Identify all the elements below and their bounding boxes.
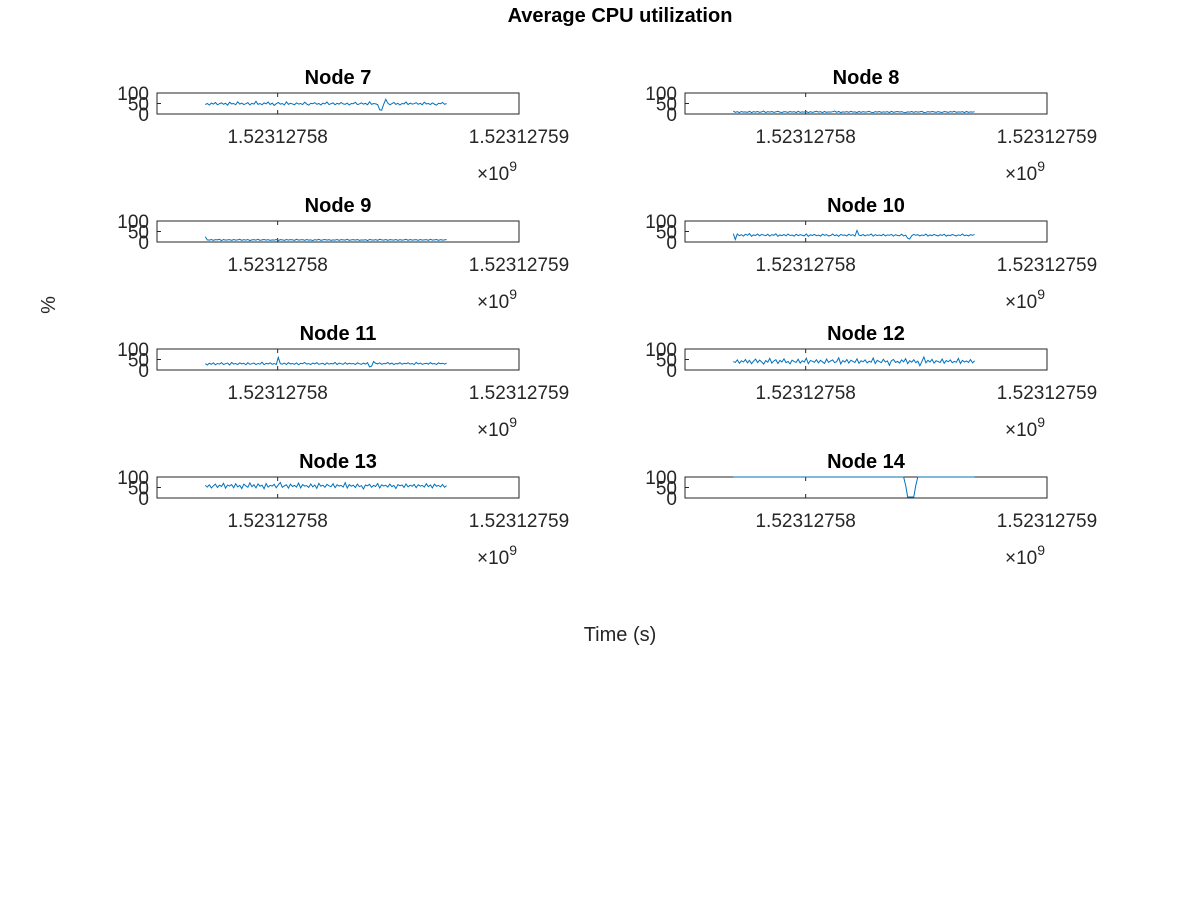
axes-box [684,92,1048,115]
x-exponent-power: 9 [509,158,517,174]
y-tick-label: 100 [645,468,677,489]
figure-title: Average CPU utilization [508,5,733,27]
x-tick-label: 1.52312759 [469,255,569,276]
x-exponent-label: ×109 [1005,414,1045,441]
x-exponent-label: ×109 [477,542,517,569]
axes-box [156,220,520,243]
axes-box [156,348,520,371]
x-tick-label: 1.52312758 [227,255,327,276]
subplot-title: Node 10 [827,195,905,217]
x-exponent-label: ×109 [477,414,517,441]
y-tick-label: 100 [117,468,149,489]
y-tick-label: 100 [117,84,149,105]
x-exponent-label: ×109 [1005,286,1045,313]
y-tick-label: 100 [645,340,677,361]
series-line [205,98,447,111]
x-exponent-power: 9 [1037,542,1045,558]
y-tick-label: 0 [666,361,677,382]
subplot-grid: Node 71.52312758 1.52312759050100×109Node… [117,67,1097,569]
x-exponent-label: ×109 [1005,158,1045,185]
y-tick-label: 50 [656,351,677,372]
y-tick-label: 0 [666,105,677,126]
x-tick-label: 1.52312759 [469,127,569,148]
y-tick-label: 50 [656,95,677,116]
y-tick-label: 100 [645,212,677,233]
x-tick-label: 1.52312759 [997,511,1097,532]
y-tick-label: 50 [128,95,149,116]
axes-box [684,348,1048,371]
x-exponent-label: ×109 [477,158,517,185]
x-tick-label: 1.52312759 [997,255,1097,276]
y-tick-label: 0 [138,105,149,126]
y-tick-label: 0 [666,489,677,510]
subplot-title: Node 7 [305,67,372,89]
y-tick-label: 50 [656,223,677,244]
y-tick-label: 50 [128,223,149,244]
axes-box [684,476,1048,499]
y-tick-label: 100 [117,212,149,233]
y-tick-label: 0 [666,233,677,254]
x-tick-label: 1.52312759 [997,383,1097,404]
y-tick-label: 0 [138,361,149,382]
x-tick-label: 1.52312758 [227,383,327,404]
y-axis-label: % [38,296,60,314]
x-tick-label: 1.52312758 [755,511,855,532]
x-exponent-label: ×109 [477,286,517,313]
series-line [733,476,975,498]
y-tick-label: 0 [138,489,149,510]
x-exponent-power: 9 [509,414,517,430]
y-tick-label: 100 [645,84,677,105]
x-tick-label: 1.52312759 [469,383,569,404]
x-tick-label: 1.52312758 [755,383,855,404]
y-tick-label: 0 [138,233,149,254]
x-tick-label: 1.52312759 [997,127,1097,148]
x-exponent-power: 9 [1037,158,1045,174]
y-tick-label: 50 [128,479,149,500]
x-tick-label: 1.52312758 [227,511,327,532]
subplot-title: Node 13 [299,451,377,473]
subplot-title: Node 11 [300,323,377,345]
subplot-title: Node 9 [305,195,372,217]
y-tick-label: 100 [117,340,149,361]
x-tick-label: 1.52312758 [755,255,855,276]
x-exponent-power: 9 [509,542,517,558]
x-exponent-power: 9 [509,286,517,302]
x-tick-label: 1.52312759 [469,511,569,532]
x-exponent-power: 9 [1037,414,1045,430]
series-line [204,481,447,490]
x-tick-label: 1.52312758 [227,127,327,148]
series-line [732,229,975,241]
series-line [733,110,975,114]
series-line [204,236,447,242]
y-tick-label: 50 [656,479,677,500]
x-axis-label: Time (s) [584,624,657,646]
x-exponent-label: ×109 [1005,542,1045,569]
subplot-title: Node 8 [833,67,900,89]
subplot-title: Node 14 [827,451,906,473]
axes-box [684,220,1048,243]
series-line [733,355,975,367]
series-line [205,355,447,368]
x-exponent-power: 9 [1037,286,1045,302]
y-tick-label: 50 [128,351,149,372]
subplot-title: Node 12 [827,323,905,345]
x-tick-label: 1.52312758 [755,127,855,148]
